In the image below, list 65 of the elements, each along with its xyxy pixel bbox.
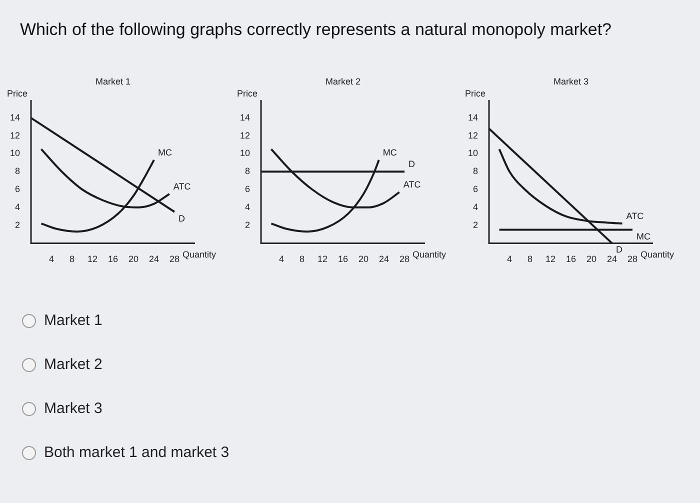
x-tick-label: 8 — [528, 254, 533, 264]
x-tick-label: 16 — [338, 254, 348, 264]
y-tick-label: 4 — [244, 202, 250, 212]
x-tick-label: 8 — [70, 254, 75, 264]
x-axis-title: Quantity — [412, 250, 447, 260]
x-tick-label: 8 — [300, 254, 305, 264]
series-label: ATC — [626, 210, 644, 221]
y-tick-label: 2 — [244, 220, 250, 230]
x-tick-label: 4 — [507, 254, 512, 264]
y-tick-label: 12 — [10, 130, 20, 140]
x-tick-label: 24 — [606, 254, 618, 264]
text: Both market 1 and market 3 — [44, 444, 230, 461]
y-tick-label: 6 — [472, 184, 478, 194]
chart-title: Market 2 — [326, 76, 361, 86]
x-axis-title: Quantity — [640, 250, 675, 260]
series-label: MC — [382, 147, 398, 158]
x-tick-label: 28 — [169, 254, 180, 264]
text: Which of the following graphs correctly represents a natural monopoly market? — [20, 20, 612, 40]
series-label: ATC — [173, 181, 192, 192]
y-tick-label: 10 — [240, 148, 250, 158]
y-axis-title: Price — [7, 88, 28, 98]
y-tick-label: 2 — [14, 220, 20, 230]
chart-title: Market 1 — [96, 76, 131, 86]
series-label: MC — [636, 231, 651, 242]
series-label: D — [616, 244, 624, 255]
series-label: ATC — [403, 180, 422, 190]
x-tick-label: 12 — [318, 254, 328, 264]
series-label: D — [408, 159, 416, 170]
series-label: D — [178, 213, 186, 224]
y-tick-label: 14 — [240, 112, 250, 122]
x-tick-label: 24 — [148, 254, 160, 264]
y-tick-label: 4 — [472, 202, 478, 212]
y-tick-label: 12 — [240, 130, 250, 140]
y-tick-label: 8 — [472, 166, 478, 176]
x-axis-title: Quantity — [182, 250, 217, 260]
y-tick-label: 10 — [468, 148, 478, 158]
y-tick-label: 14 — [10, 112, 20, 122]
x-tick-label: 24 — [378, 254, 390, 264]
chart-title: Market 3 — [554, 76, 589, 86]
x-tick-label: 12 — [546, 254, 556, 264]
text: Market 3 — [44, 400, 102, 417]
y-tick-label: 6 — [244, 184, 250, 194]
x-tick-label: 20 — [128, 254, 139, 264]
y-tick-label: 4 — [14, 202, 20, 212]
y-tick-label: 8 — [14, 166, 20, 176]
y-tick-label: 6 — [14, 184, 20, 194]
y-tick-label: 12 — [468, 130, 478, 140]
x-tick-label: 4 — [49, 254, 54, 264]
text: Market 2 — [44, 356, 102, 373]
x-tick-label: 28 — [627, 254, 638, 264]
x-tick-label: 12 — [88, 254, 98, 264]
y-tick-label: 8 — [244, 166, 250, 176]
text: Market 1 — [44, 312, 102, 329]
x-tick-label: 20 — [586, 254, 597, 264]
series-label: MC — [158, 147, 172, 158]
x-tick-label: 16 — [566, 254, 576, 264]
y-axis-title: Price — [237, 88, 258, 98]
x-tick-label: 16 — [108, 254, 118, 264]
x-tick-label: 28 — [399, 254, 410, 264]
x-tick-label: 4 — [279, 254, 284, 264]
y-tick-label: 14 — [468, 112, 478, 122]
y-tick-label: 2 — [472, 220, 478, 230]
y-tick-label: 10 — [10, 148, 20, 158]
y-axis-title: Price — [465, 88, 486, 98]
x-tick-label: 20 — [358, 254, 369, 264]
